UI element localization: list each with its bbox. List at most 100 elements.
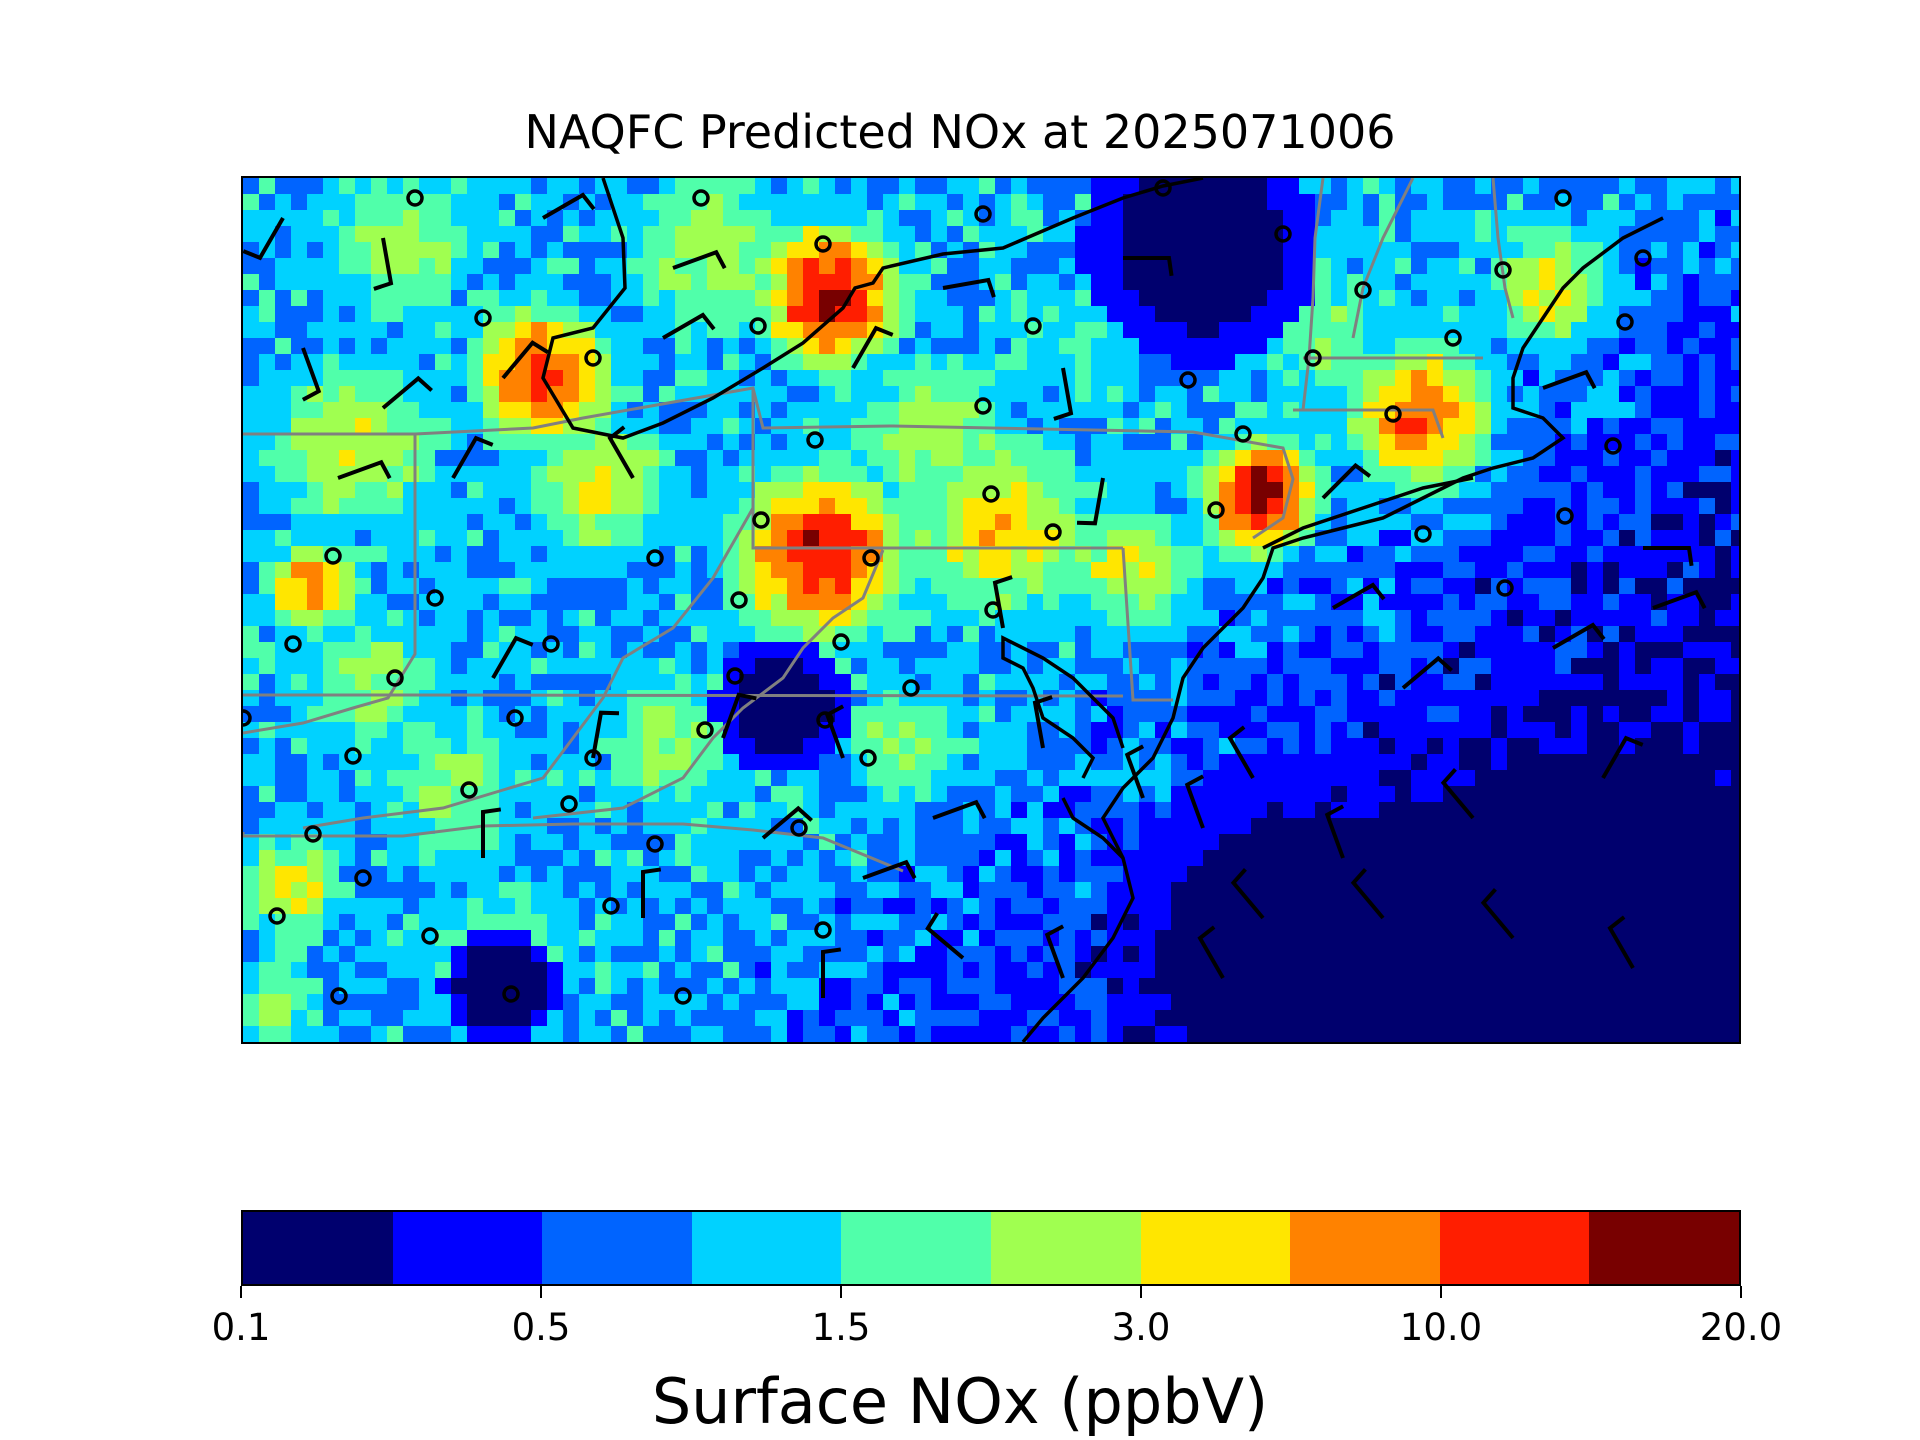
nox-cell bbox=[371, 210, 387, 226]
nox-cell bbox=[451, 418, 467, 434]
nox-cell bbox=[723, 226, 739, 242]
nox-cell bbox=[1363, 866, 1379, 882]
nox-cell bbox=[1555, 546, 1571, 562]
nox-cell bbox=[1699, 178, 1715, 194]
nox-cell bbox=[1699, 210, 1715, 226]
nox-cell bbox=[787, 994, 803, 1010]
nox-cell bbox=[1315, 546, 1331, 562]
nox-cell bbox=[1011, 738, 1027, 754]
nox-cell bbox=[1043, 194, 1059, 210]
nox-cell bbox=[1267, 482, 1283, 498]
nox-cell bbox=[499, 514, 515, 530]
nox-cell bbox=[515, 466, 531, 482]
nox-cell bbox=[1187, 850, 1203, 866]
nox-cell bbox=[1411, 594, 1427, 610]
nox-cell bbox=[1411, 194, 1427, 210]
nox-cell bbox=[1555, 610, 1571, 626]
nox-cell bbox=[1443, 194, 1459, 210]
nox-cell bbox=[579, 178, 595, 194]
nox-cell bbox=[1219, 802, 1235, 818]
nox-cell bbox=[1459, 818, 1475, 834]
nox-cell bbox=[467, 530, 483, 546]
nox-cell bbox=[419, 402, 435, 418]
nox-cell bbox=[739, 210, 755, 226]
nox-cell bbox=[451, 482, 467, 498]
nox-cell bbox=[915, 626, 931, 642]
nox-cell bbox=[1379, 658, 1395, 674]
nox-cell bbox=[659, 450, 675, 466]
nox-cell bbox=[899, 978, 915, 994]
nox-cell bbox=[275, 498, 291, 514]
nox-cell bbox=[1699, 946, 1715, 962]
nox-cell bbox=[531, 674, 547, 690]
nox-cell bbox=[803, 226, 819, 242]
nox-cell bbox=[595, 418, 611, 434]
nox-cell bbox=[851, 178, 867, 194]
nox-cell bbox=[1219, 258, 1235, 274]
nox-cell bbox=[1587, 322, 1603, 338]
nox-cell bbox=[1011, 898, 1027, 914]
nox-cell bbox=[1299, 258, 1315, 274]
nox-cell bbox=[787, 690, 803, 706]
nox-cell bbox=[275, 786, 291, 802]
nox-cell bbox=[1475, 306, 1491, 322]
nox-cell bbox=[1603, 834, 1619, 850]
nox-cell bbox=[1363, 482, 1379, 498]
nox-cell bbox=[1155, 642, 1171, 658]
nox-cell bbox=[1219, 818, 1235, 834]
nox-cell bbox=[787, 1010, 803, 1026]
nox-cell bbox=[323, 626, 339, 642]
nox-cell bbox=[1731, 930, 1739, 946]
nox-cell bbox=[1475, 674, 1491, 690]
nox-cell bbox=[1427, 210, 1443, 226]
nox-cell bbox=[1107, 370, 1123, 386]
nox-cell bbox=[595, 274, 611, 290]
nox-cell bbox=[707, 306, 723, 322]
nox-cell bbox=[771, 866, 787, 882]
nox-cell bbox=[1379, 882, 1395, 898]
nox-cell bbox=[851, 674, 867, 690]
nox-cell bbox=[1235, 658, 1251, 674]
nox-cell bbox=[1619, 898, 1635, 914]
nox-cell bbox=[1603, 306, 1619, 322]
nox-cell bbox=[1459, 450, 1475, 466]
nox-cell bbox=[1315, 834, 1331, 850]
nox-cell bbox=[1699, 482, 1715, 498]
nox-cell bbox=[1715, 178, 1731, 194]
nox-cell bbox=[515, 738, 531, 754]
nox-cell bbox=[1043, 386, 1059, 402]
nox-cell bbox=[1667, 882, 1683, 898]
nox-cell bbox=[387, 946, 403, 962]
nox-cell bbox=[1123, 610, 1139, 626]
nox-cell bbox=[499, 338, 515, 354]
nox-cell bbox=[1139, 290, 1155, 306]
nox-cell bbox=[643, 338, 659, 354]
nox-cell bbox=[1299, 626, 1315, 642]
nox-cell bbox=[1283, 946, 1299, 962]
nox-cell bbox=[1523, 194, 1539, 210]
nox-cell bbox=[915, 850, 931, 866]
nox-cell bbox=[771, 434, 787, 450]
nox-cell bbox=[243, 370, 259, 386]
nox-cell bbox=[1363, 786, 1379, 802]
nox-cell bbox=[1395, 642, 1411, 658]
nox-cell bbox=[1379, 258, 1395, 274]
nox-cell bbox=[931, 578, 947, 594]
nox-cell bbox=[1363, 450, 1379, 466]
nox-cell bbox=[771, 754, 787, 770]
nox-cell bbox=[467, 930, 483, 946]
nox-cell bbox=[291, 770, 307, 786]
nox-cell bbox=[819, 514, 835, 530]
nox-cell bbox=[1635, 418, 1651, 434]
nox-cell bbox=[963, 962, 979, 978]
nox-cell bbox=[739, 354, 755, 370]
nox-cell bbox=[1155, 242, 1171, 258]
nox-cell bbox=[1619, 610, 1635, 626]
nox-cell bbox=[1475, 178, 1491, 194]
nox-cell bbox=[1235, 290, 1251, 306]
nox-cell bbox=[931, 514, 947, 530]
nox-cell bbox=[787, 738, 803, 754]
nox-cell bbox=[803, 290, 819, 306]
nox-cell bbox=[1603, 562, 1619, 578]
nox-cell bbox=[451, 306, 467, 322]
